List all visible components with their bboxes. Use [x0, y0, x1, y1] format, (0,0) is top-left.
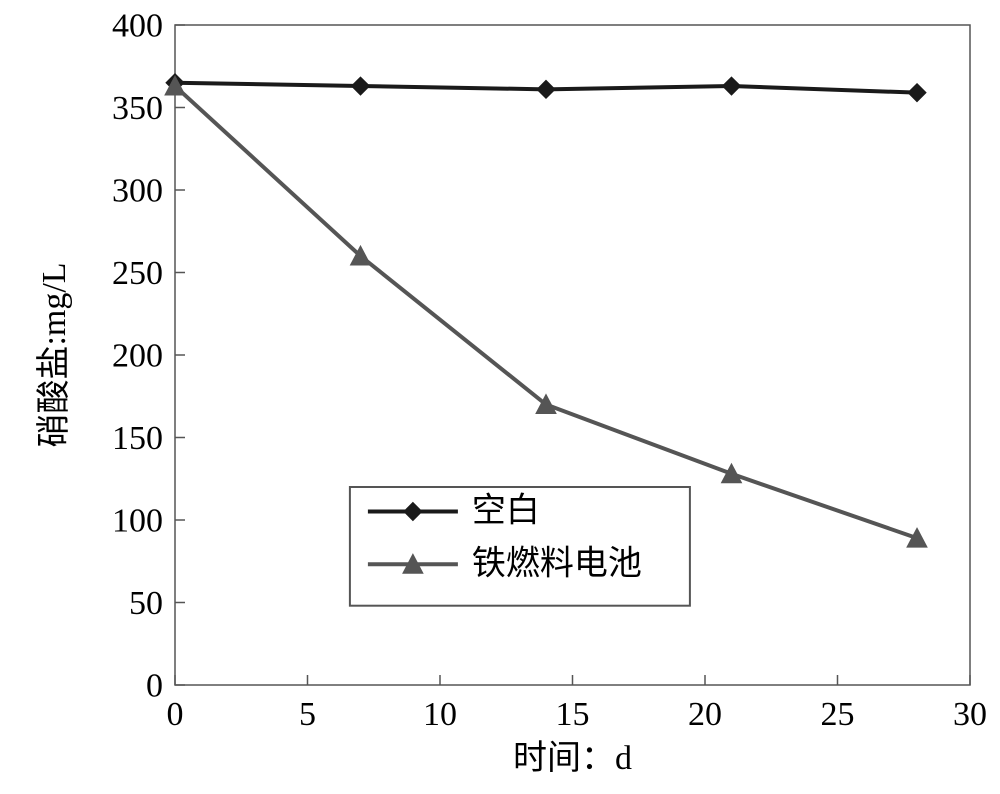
x-tick-label: 30: [953, 696, 987, 733]
x-tick-label: 5: [299, 696, 316, 733]
series-铁燃料电池: [165, 76, 927, 547]
marker-diamond: [352, 77, 370, 95]
x-tick-label: 10: [423, 696, 457, 733]
marker-diamond: [537, 80, 555, 98]
chart-container: 051015202530050100150200250300350400时间：d…: [0, 0, 1000, 794]
line-chart-svg: 051015202530050100150200250300350400时间：d…: [0, 0, 1000, 794]
legend: 空白铁燃料电池: [350, 487, 690, 606]
x-axis-label: 时间：d: [513, 740, 632, 777]
y-tick-label: 350: [112, 90, 163, 127]
legend-label: 空白: [472, 492, 540, 530]
x-tick-label: 0: [167, 696, 184, 733]
marker-diamond: [908, 84, 926, 102]
y-axis-label: 硝酸盐:mg/L: [35, 262, 73, 447]
x-tick-label: 25: [821, 696, 855, 733]
y-tick-label: 150: [112, 420, 163, 457]
marker-diamond: [404, 503, 422, 521]
marker-diamond: [723, 77, 741, 95]
y-tick-label: 100: [112, 502, 163, 539]
x-tick-label: 20: [688, 696, 722, 733]
series-line: [175, 86, 917, 538]
y-tick-label: 0: [146, 667, 163, 704]
series-空白: [166, 74, 926, 102]
y-tick-label: 200: [112, 337, 163, 374]
y-tick-label: 300: [112, 172, 163, 209]
x-tick-label: 15: [556, 696, 590, 733]
y-tick-label: 400: [112, 7, 163, 44]
y-tick-label: 250: [112, 255, 163, 292]
plot-border: [175, 25, 970, 685]
y-tick-label: 50: [129, 585, 163, 622]
marker-triangle: [165, 76, 185, 95]
legend-label: 铁燃料电池: [472, 544, 642, 582]
